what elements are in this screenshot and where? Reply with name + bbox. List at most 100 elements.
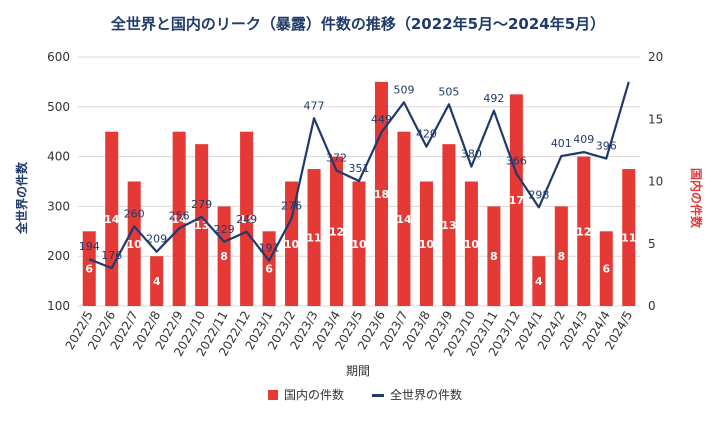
bar-value-label: 14 [239, 213, 255, 226]
line-value-label: 409 [573, 133, 594, 146]
bar-domestic [532, 256, 546, 306]
legend-label-global: 全世界の件数 [390, 387, 462, 402]
bar-domestic [419, 181, 433, 306]
bar-domestic [352, 181, 366, 306]
bar-value-label: 8 [557, 250, 565, 263]
line-value-label: 401 [551, 137, 572, 150]
bar-value-label: 14 [172, 213, 188, 226]
bar-value-label: 11 [621, 232, 636, 245]
left-axis-ticks: 100 200 300 400 500 600 [47, 50, 70, 313]
line-value-label: 229 [214, 223, 235, 236]
bar-value-label: 13 [441, 219, 456, 232]
bar-domestic [397, 131, 411, 306]
bar-value-label: 12 [329, 225, 344, 238]
line-layer [88, 81, 630, 270]
x-axis-label: 期間 [346, 364, 370, 378]
bar-domestic [240, 131, 254, 306]
bar-value-label: 6 [85, 263, 93, 276]
bar-value-label: 14 [396, 213, 412, 226]
right-axis-label: 国内の件数 [689, 168, 704, 229]
right-tick-label: 15 [648, 112, 663, 126]
line-value-label: 279 [191, 198, 212, 211]
left-tick-label: 100 [47, 299, 70, 313]
bar-labels-layer: 6 14 10 4 14 13 8 14 6 10 11 12 10 18 14 10 13 10 8 17 4 8 12 6… [85, 188, 636, 288]
line-value-label: 449 [371, 113, 392, 126]
line-value-label: 380 [461, 148, 482, 161]
bar-domestic [217, 206, 231, 306]
bars-layer [82, 81, 636, 307]
legend: 国内の件数 全世界の件数 [268, 387, 462, 402]
line-value-label: 260 [124, 207, 145, 220]
bar-domestic [330, 156, 344, 306]
bar-domestic [82, 231, 96, 306]
left-tick-label: 600 [47, 50, 70, 64]
line-value-label: 249 [236, 213, 257, 226]
bar-value-label: 17 [509, 194, 524, 207]
legend-swatch-global [372, 394, 384, 397]
bar-value-label: 18 [374, 188, 389, 201]
line-value-label: 477 [304, 99, 325, 112]
line-value-label: 509 [393, 83, 414, 96]
bar-value-label: 10 [464, 238, 480, 251]
bar-domestic [262, 231, 276, 306]
right-tick-label: 5 [648, 237, 656, 251]
left-tick-label: 400 [47, 150, 70, 164]
bar-value-label: 10 [419, 238, 435, 251]
line-value-label: 505 [438, 85, 459, 98]
left-tick-label: 500 [47, 100, 70, 114]
bar-value-label: 4 [535, 275, 543, 288]
bar-value-label: 14 [104, 213, 120, 226]
line-value-label: 420 [416, 128, 437, 141]
bar-value-label: 10 [351, 238, 367, 251]
line-value-label: 351 [349, 162, 370, 175]
bar-value-label: 13 [194, 219, 209, 232]
bar-value-label: 4 [153, 275, 161, 288]
left-axis-label: 全世界の件数 [14, 161, 29, 235]
line-value-label: 366 [506, 155, 527, 168]
bar-value-label: 10 [127, 238, 143, 251]
line-value-label: 191 [259, 242, 280, 255]
bar-value-label: 10 [284, 238, 300, 251]
bar-value-label: 6 [602, 263, 610, 276]
right-tick-label: 20 [648, 50, 663, 64]
line-value-label: 396 [596, 140, 617, 153]
line-value-label: 256 [169, 209, 190, 222]
bar-value-label: 12 [576, 225, 591, 238]
line-value-label: 209 [146, 233, 167, 246]
bar-domestic [622, 169, 636, 306]
left-tick-label: 200 [47, 249, 70, 263]
line-value-label: 492 [483, 92, 504, 105]
right-axis-ticks: 0 5 10 15 20 [648, 50, 663, 313]
bar-domestic [172, 131, 186, 306]
right-tick-label: 0 [648, 299, 656, 313]
bar-domestic [127, 181, 141, 306]
chart-title: 全世界と国内のリーク（暴露）件数の推移（2022年5月〜2024年5月） [110, 15, 605, 33]
line-value-label: 298 [528, 188, 549, 201]
bar-value-label: 11 [306, 232, 321, 245]
bar-value-label: 6 [265, 263, 273, 276]
line-value-label: 176 [101, 249, 122, 262]
bar-value-label: 8 [490, 250, 498, 263]
bar-domestic [442, 144, 456, 306]
bar-domestic [285, 181, 299, 306]
bar-value-label: 8 [220, 250, 228, 263]
line-value-label: 194 [79, 240, 100, 253]
line-global [88, 81, 630, 270]
legend-swatch-domestic [268, 390, 278, 400]
bar-domestic [577, 156, 591, 306]
bar-domestic [554, 206, 568, 306]
line-value-label: 276 [281, 199, 302, 212]
bar-domestic [464, 181, 478, 306]
bar-domestic [307, 169, 321, 306]
bar-domestic [509, 94, 523, 306]
right-tick-label: 10 [648, 175, 663, 189]
x-axis-ticks: 2022/52022/62022/72022/82022/92022/10202… [63, 309, 636, 359]
bar-domestic [195, 144, 209, 306]
legend-label-domestic: 国内の件数 [284, 387, 344, 402]
bar-domestic [487, 206, 501, 306]
line-value-label: 372 [326, 152, 347, 165]
bar-domestic [150, 256, 164, 306]
bar-domestic [599, 231, 613, 306]
